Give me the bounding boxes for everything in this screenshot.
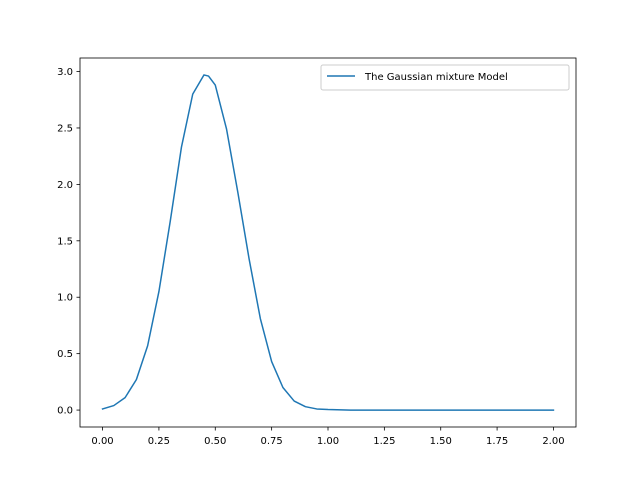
x-tick-label: 0.25 (148, 436, 170, 447)
x-tick-label: 2.00 (542, 436, 564, 447)
plot-frame (79, 57, 577, 428)
x-tick-label: 0.50 (204, 436, 226, 447)
x-tick-label: 0.00 (91, 436, 113, 447)
y-tick-label: 1.0 (57, 293, 73, 304)
series-lines (101, 74, 555, 411)
y-tick-label: 2.0 (57, 180, 73, 191)
y-axis-ticks: 0.0 0.5 1.0 1.5 2.0 2.5 3.0 (57, 67, 80, 417)
x-tick-label: 1.75 (486, 436, 508, 447)
y-tick-label: 3.0 (57, 67, 73, 78)
x-tick-label: 1.25 (373, 436, 395, 447)
plot-area (80, 58, 576, 427)
legend-box (320, 64, 570, 91)
x-axis-ticks: 0.00 0.25 0.50 0.75 1.00 1.25 1.50 1.75 2.00 (91, 427, 565, 447)
x-tick-label: 0.75 (261, 436, 283, 447)
series-line (101, 74, 555, 411)
y-tick-label: 0.0 (57, 406, 73, 417)
y-tick-label: 0.5 (57, 349, 73, 360)
legend: The Gaussian mixture Model (320, 64, 570, 91)
x-tick-label: 1.50 (430, 436, 452, 447)
y-tick-label: 2.5 (57, 123, 73, 134)
y-tick-label: 1.5 (57, 236, 73, 247)
x-tick-label: 1.00 (317, 436, 339, 447)
legend-label: The Gaussian mixture Model (364, 72, 508, 83)
